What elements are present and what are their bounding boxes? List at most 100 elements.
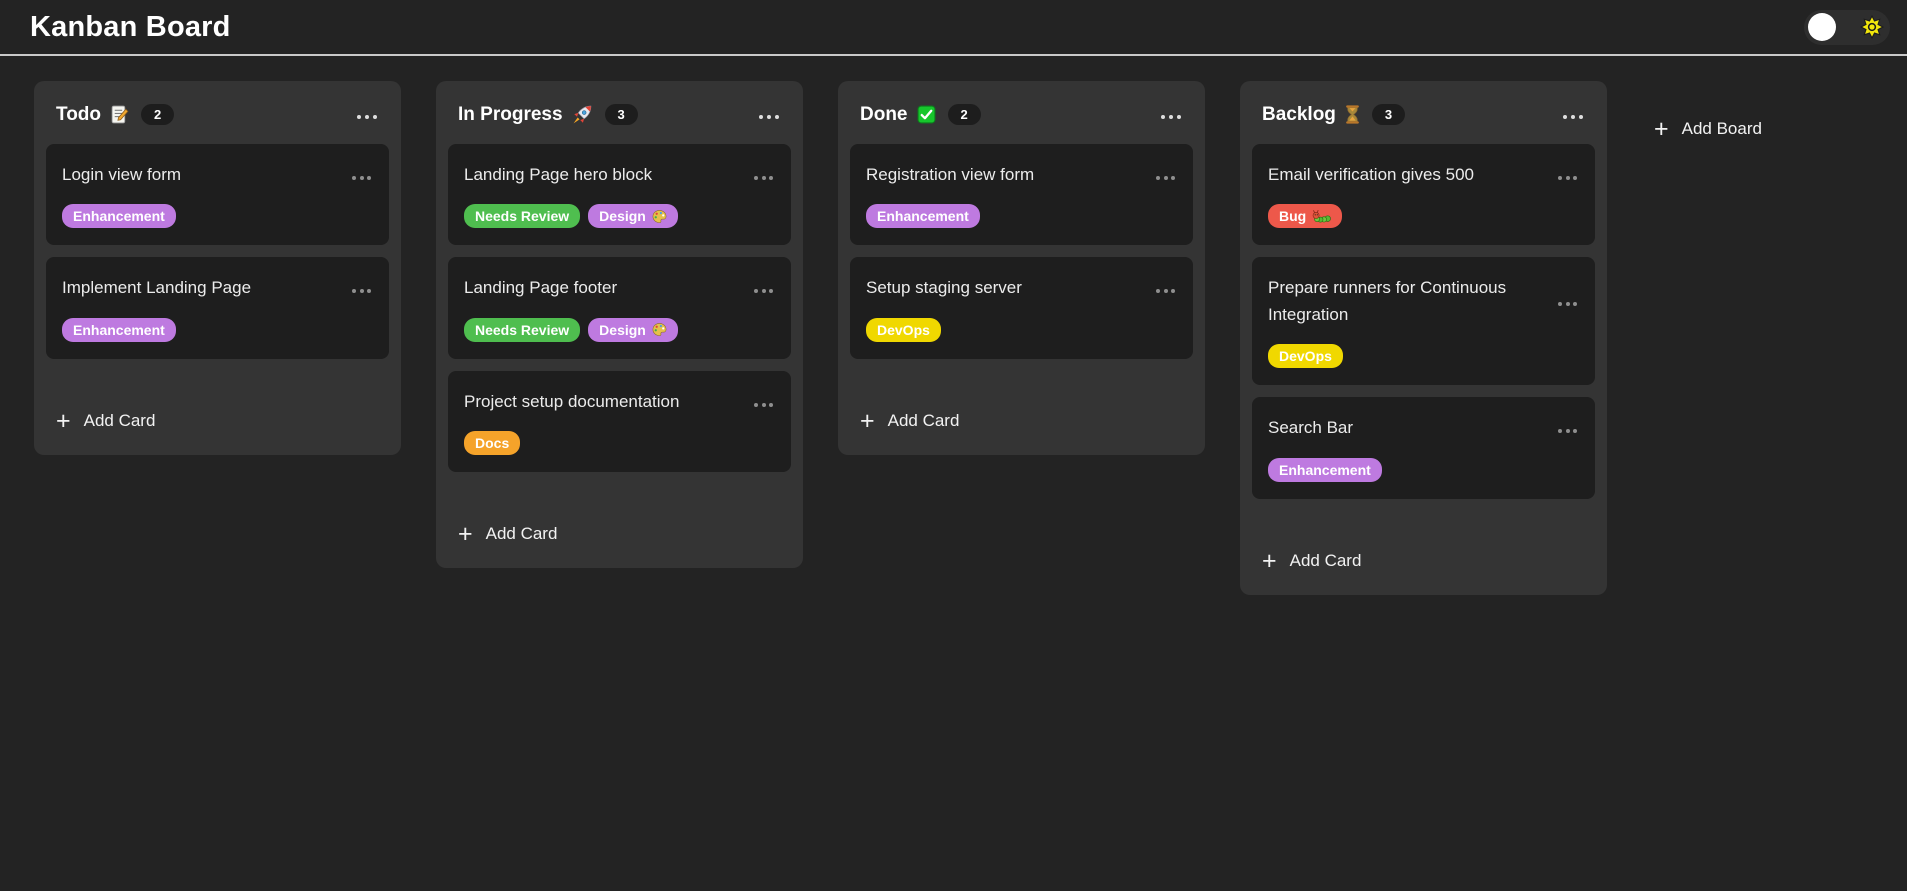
card-title: Setup staging server: [866, 278, 1022, 298]
ellipsis-icon: [754, 175, 773, 180]
column-todo: Todo 2 Login view form: [34, 81, 401, 455]
tag-enhancement: Enhancement: [866, 204, 980, 229]
column-in-progress: In Progress 3 Landin: [436, 81, 803, 569]
ellipsis-icon: [1562, 114, 1583, 119]
tag-label: Design: [599, 321, 646, 338]
card-menu-button[interactable]: [350, 166, 373, 185]
theme-toggle-knob: [1808, 13, 1836, 41]
ellipsis-icon: [352, 289, 371, 294]
ellipsis-icon: [1160, 114, 1181, 119]
card-menu-button[interactable]: [752, 393, 775, 412]
card-count-badge: 2: [947, 104, 981, 125]
column-menu-button[interactable]: [755, 103, 784, 126]
column-title: Todo: [56, 104, 129, 126]
tag-design: Design: [588, 204, 678, 229]
card[interactable]: Project setup documentation Docs: [448, 370, 791, 473]
card[interactable]: Landing Page hero block Needs Review Des…: [448, 144, 791, 246]
card-menu-button[interactable]: [1154, 166, 1177, 185]
card[interactable]: Implement Landing Page Enhancement: [46, 257, 389, 359]
plus-icon: +: [458, 520, 473, 549]
card-count-badge: 3: [604, 104, 638, 125]
card[interactable]: Email verification gives 500 Bug: [1252, 144, 1595, 246]
column-menu-button[interactable]: [1559, 103, 1588, 126]
add-board-label: Add Board: [1681, 119, 1762, 138]
tag-enhancement: Enhancement: [1268, 457, 1382, 482]
card[interactable]: Registration view form Enhancement: [850, 144, 1193, 246]
card-menu-button[interactable]: [1556, 292, 1579, 311]
caterpillar-icon: [1312, 209, 1332, 223]
rocket-icon: [572, 104, 593, 125]
ellipsis-icon: [758, 114, 779, 119]
card-title: Implement Landing Page: [62, 278, 252, 298]
card-title: Email verification gives 500: [1268, 165, 1474, 184]
tag-enhancement: Enhancement: [62, 317, 176, 342]
app-header: Kanban Board: [0, 0, 1907, 56]
card-title: Landing Page footer: [464, 278, 618, 298]
card-title: Search Bar: [1268, 418, 1354, 438]
column-title-text: Backlog: [1262, 103, 1336, 125]
card-menu-button[interactable]: [752, 279, 775, 298]
card-menu-button[interactable]: [1556, 166, 1579, 185]
ellipsis-icon: [1156, 289, 1175, 294]
tag-design: Design: [588, 317, 678, 342]
column-title-text: Todo: [56, 103, 102, 125]
card-count-badge: 2: [141, 104, 175, 125]
plus-icon: +: [860, 406, 875, 435]
card-menu-button[interactable]: [1154, 279, 1177, 298]
tag-enhancement: Enhancement: [62, 204, 176, 229]
palette-icon: [652, 209, 667, 224]
add-card-label: Add Card: [887, 410, 960, 430]
column-done: Done 2 Registration view form: [838, 81, 1205, 455]
column-menu-button[interactable]: [1157, 103, 1186, 126]
kanban-board: Todo 2 Login view form: [0, 56, 1907, 620]
page-title: Kanban Board: [30, 10, 231, 43]
add-board-button[interactable]: + Add Board: [1654, 115, 1762, 143]
column-header: Done 2: [850, 93, 1193, 144]
card-count-badge: 3: [1371, 104, 1406, 125]
card[interactable]: Setup staging server DevOps: [850, 257, 1193, 359]
tag-devops: DevOps: [1268, 344, 1343, 369]
card-title: Prepare runners for Continuous Integrati…: [1268, 278, 1507, 324]
column-title: Done: [860, 104, 936, 126]
column-title: Backlog: [1262, 104, 1360, 126]
add-card-button[interactable]: + Add Card: [46, 408, 155, 435]
ellipsis-icon: [754, 402, 773, 407]
card-menu-button[interactable]: [1556, 419, 1579, 438]
add-card-label: Add Card: [485, 524, 558, 544]
add-card-button[interactable]: + Add Card: [850, 406, 960, 435]
sun-icon: [1860, 15, 1884, 39]
tag-label: Design: [599, 208, 646, 225]
theme-toggle[interactable]: [1804, 9, 1890, 45]
card-menu-button[interactable]: [350, 279, 373, 298]
card-title: Registration view form: [866, 165, 1035, 184]
card-menu-button[interactable]: [752, 166, 775, 185]
tag-needs-review: Needs Review: [464, 204, 581, 229]
add-card-button[interactable]: + Add Card: [1252, 546, 1362, 575]
ellipsis-icon: [1156, 175, 1175, 180]
ellipsis-icon: [356, 114, 377, 119]
column-title: In Progress: [458, 104, 593, 126]
card-title: Landing Page hero block: [464, 165, 653, 184]
tag-bug: Bug: [1268, 204, 1343, 229]
column-header: In Progress 3: [448, 93, 791, 144]
plus-icon: +: [1654, 115, 1669, 143]
tag-needs-review: Needs Review: [464, 317, 581, 342]
memo-icon: [110, 105, 129, 124]
card[interactable]: Login view form Enhancement: [46, 144, 389, 246]
card[interactable]: Prepare runners for Continuous Integrati…: [1252, 257, 1595, 386]
column-header: Todo 2: [46, 93, 389, 144]
card-title: Project setup documentation: [464, 391, 680, 411]
add-card-button[interactable]: + Add Card: [448, 520, 558, 549]
card-title: Login view form: [62, 165, 182, 184]
column-menu-button[interactable]: [353, 103, 382, 126]
column-title-text: In Progress: [458, 103, 563, 125]
column-header: Backlog 3: [1252, 93, 1595, 144]
add-card-label: Add Card: [1289, 550, 1362, 570]
column-backlog: Backlog 3 Email verification give: [1240, 81, 1607, 595]
plus-icon: +: [1262, 546, 1277, 575]
ellipsis-icon: [1558, 302, 1577, 307]
palette-icon: [652, 322, 667, 337]
card[interactable]: Search Bar Enhancement: [1252, 397, 1595, 499]
card[interactable]: Landing Page footer Needs Review Design: [448, 257, 791, 359]
hourglass-icon: [1345, 105, 1360, 124]
